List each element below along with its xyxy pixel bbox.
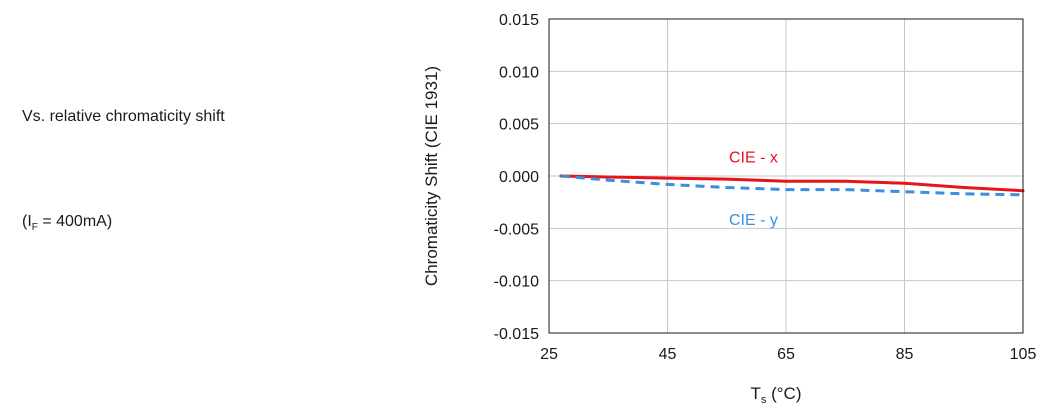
y-tick-label: -0.005 — [494, 221, 539, 238]
series-label: CIE - y — [729, 212, 778, 229]
series-lines — [561, 176, 1023, 195]
y-tick-label: 0.015 — [499, 12, 539, 29]
y-tick-label: 0.005 — [499, 117, 539, 134]
x-tick-label: 65 — [777, 346, 795, 363]
y-tick-label: 0.000 — [499, 169, 539, 186]
series-label: CIE - x — [729, 149, 778, 166]
y-tick-labels: 0.015 0.010 0.005 0.000 -0.005 -0.010 -0.015 — [494, 12, 539, 343]
y-tick-label: -0.015 — [494, 326, 539, 343]
x-tick-label: 85 — [896, 346, 914, 363]
y-tick-label: 0.010 — [499, 64, 539, 81]
x-tick-label: 105 — [1010, 346, 1037, 363]
y-tick-label: -0.010 — [494, 274, 539, 291]
x-axis-symbol: T — [750, 384, 760, 403]
x-axis-unit: (°C) — [766, 384, 801, 403]
x-tick-label: 25 — [540, 346, 558, 363]
x-tick-labels: 25 45 65 85 105 — [540, 346, 1036, 363]
y-axis-title: Chromaticity Shift (CIE 1931) — [422, 66, 441, 286]
x-axis-title: Ts (°C) — [750, 384, 801, 406]
x-tick-label: 45 — [659, 346, 677, 363]
